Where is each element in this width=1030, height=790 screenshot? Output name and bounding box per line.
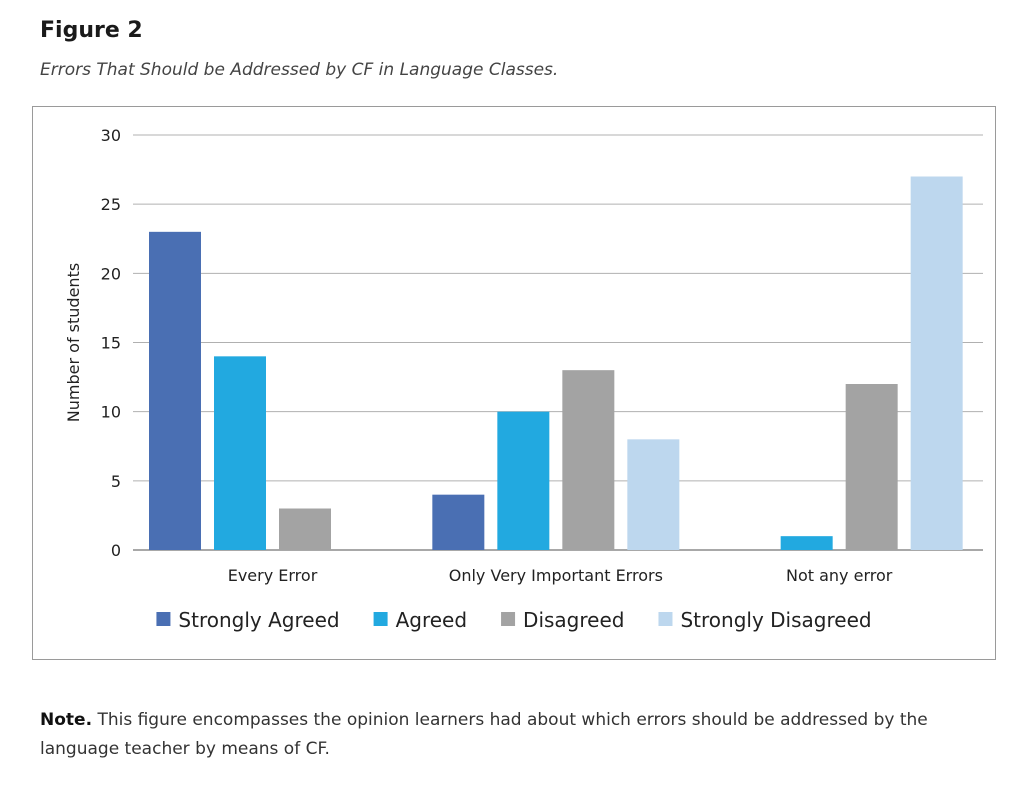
bar <box>562 370 615 550</box>
y-tick-label: 30 <box>101 126 121 145</box>
note-label: Note. <box>40 710 93 730</box>
figure-title: Errors That Should be Addressed by CF in… <box>40 60 559 80</box>
bar <box>780 536 833 550</box>
y-axis-label: Number of students <box>64 263 83 422</box>
y-tick-label: 15 <box>101 334 121 353</box>
legend-swatch <box>373 612 388 626</box>
x-category-label: Every Error <box>228 566 318 585</box>
bar <box>627 439 680 550</box>
y-tick-label: 10 <box>101 403 121 422</box>
x-category-label: Not any error <box>786 566 893 585</box>
figure-label: Figure 2 <box>40 18 143 43</box>
legend-swatch <box>501 612 516 626</box>
y-tick-label: 25 <box>101 195 121 214</box>
x-category-label: Only Very Important Errors <box>449 566 663 585</box>
y-tick-label: 20 <box>101 264 121 283</box>
bar <box>910 176 963 550</box>
bar-chart: 0 5 10 15 20 25 30 Number of students Every Erro… <box>64 126 983 632</box>
bar <box>279 508 331 550</box>
bar <box>497 411 550 550</box>
legend-swatch <box>156 612 171 626</box>
legend-label: Strongly Agreed <box>178 608 339 632</box>
bar <box>432 494 485 550</box>
y-tick-label: 0 <box>111 541 121 560</box>
chart-frame: 0 5 10 15 20 25 30 Number of students Every Erro… <box>32 106 996 660</box>
legend-label: Strongly Disagreed <box>680 608 871 632</box>
legend-label: Agreed <box>396 608 467 632</box>
bar <box>214 356 266 550</box>
figure-note: Note. This figure encompasses the opinio… <box>40 706 1000 764</box>
bar <box>845 384 898 550</box>
y-tick-label: 5 <box>111 472 121 491</box>
note-text: This figure encompasses the opinion lear… <box>40 710 928 759</box>
bar <box>149 231 201 550</box>
legend-label: Disagreed <box>523 608 624 632</box>
legend-swatch <box>658 612 673 626</box>
